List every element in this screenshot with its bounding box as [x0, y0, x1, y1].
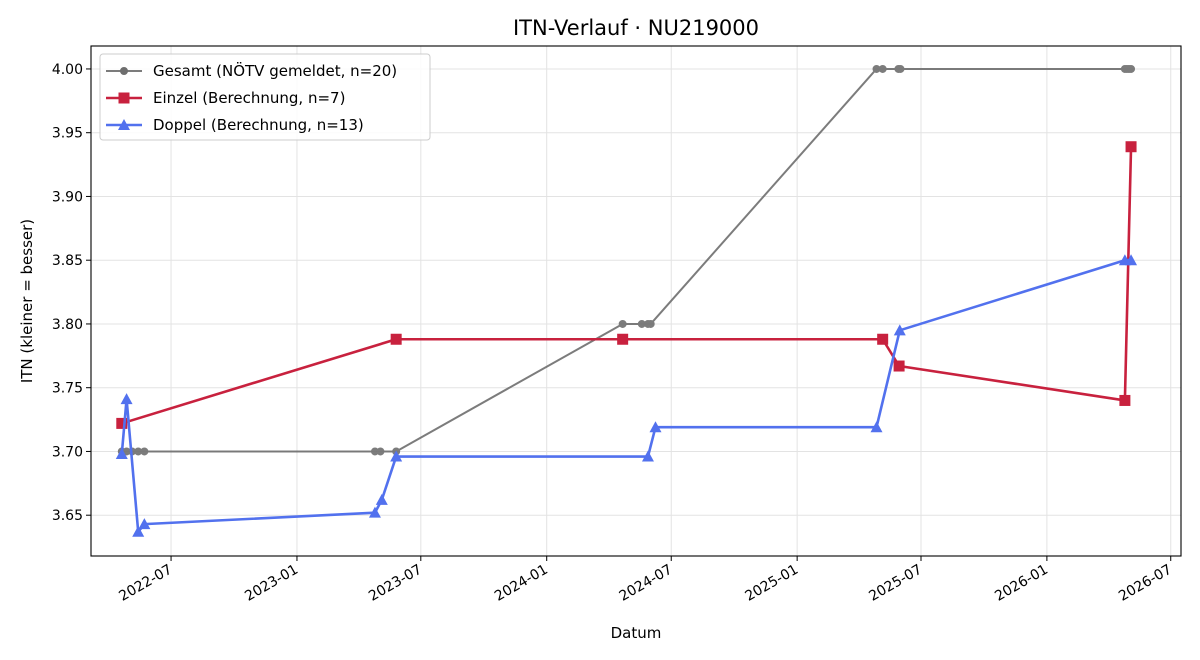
data-point [618, 319, 627, 328]
data-point [649, 421, 662, 433]
series-line [120, 258, 1132, 534]
x-tick-label: 2023-01 [242, 562, 301, 605]
y-tick-label: 3.85 [52, 253, 83, 269]
data-point [390, 333, 402, 345]
series-square [116, 141, 1137, 429]
data-point [1125, 141, 1137, 153]
y-axis-label: ITN (kleiner = besser) [18, 219, 36, 383]
axis-ticks: 3.65 3.70 3.75 3.80 3.85 3.90 3.95 4.00 2022-07 2… [52, 62, 1175, 605]
data-point [896, 64, 905, 73]
x-tick-label: 2023-07 [366, 562, 425, 605]
series-triangle [115, 254, 1138, 537]
series-line [121, 146, 1133, 425]
data-point [877, 333, 889, 345]
x-tick-label: 2025-07 [866, 562, 925, 605]
x-tick-label: 2026-01 [992, 562, 1051, 605]
legend-label: Einzel (Berechnung, n=7) [153, 89, 345, 107]
data-point [132, 525, 145, 537]
data-point [617, 333, 629, 345]
data-point [375, 493, 388, 505]
data-point [390, 450, 403, 462]
legend-marker [118, 119, 130, 130]
data-point [120, 393, 133, 405]
data-point [1127, 64, 1136, 73]
data-point [870, 421, 883, 433]
data-point [116, 417, 128, 429]
legend-marker [120, 67, 128, 75]
data-point [878, 64, 887, 73]
x-tick-label: 2026-07 [1116, 562, 1175, 605]
legend-label: Doppel (Berechnung, n=13) [153, 116, 364, 134]
y-tick-label: 4.00 [52, 62, 83, 78]
y-tick-label: 3.95 [52, 126, 83, 142]
data-point [893, 324, 906, 336]
series-circle [117, 64, 1136, 456]
legend-marker [118, 92, 130, 104]
data-point [893, 360, 905, 372]
data-point [368, 506, 381, 518]
data-point [1119, 394, 1131, 406]
y-tick-label: 3.70 [52, 444, 83, 460]
x-tick-label: 2024-07 [617, 562, 676, 605]
plot-area-frame [90, 45, 1182, 557]
legend-label: Gesamt (NÖTV gemeldet, n=20) [153, 61, 397, 80]
legend: Gesamt (NÖTV gemeldet, n=20) Einzel (Bere… [99, 53, 431, 141]
data-point [138, 518, 151, 530]
x-tick-label: 2024-01 [492, 562, 551, 605]
y-tick-label: 3.80 [52, 317, 83, 333]
data-point [1125, 254, 1138, 266]
data-point [140, 447, 149, 456]
data-point [115, 448, 128, 459]
x-tick-label: 2025-01 [742, 562, 801, 605]
y-tick-label: 3.65 [52, 508, 83, 524]
data-point [376, 447, 385, 456]
y-tick-label: 3.75 [52, 381, 83, 397]
x-tick-label: 2022-07 [116, 562, 175, 605]
chart-title: ITN-Verlauf · NU219000 [513, 16, 759, 40]
legend-box [99, 53, 431, 141]
x-axis-label: Datum [611, 624, 662, 642]
y-tick-label: 3.90 [52, 189, 83, 205]
series-layer [115, 64, 1138, 537]
data-point [641, 450, 654, 462]
data-point [646, 319, 655, 328]
